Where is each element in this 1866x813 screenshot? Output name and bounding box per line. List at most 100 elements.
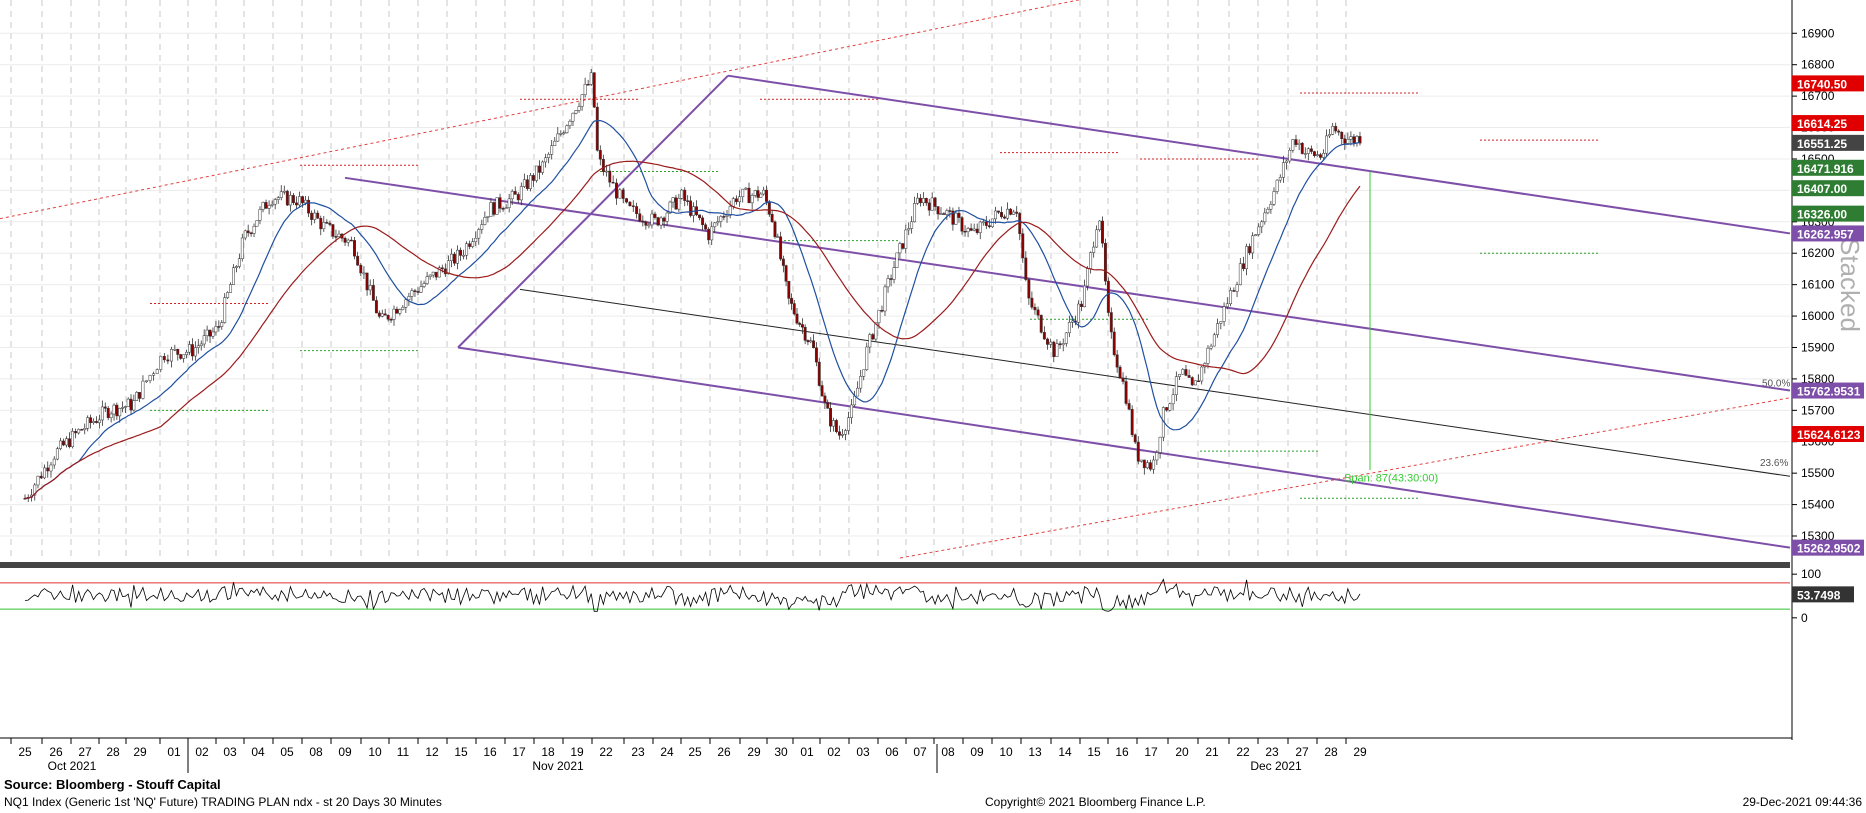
candle-body bbox=[193, 347, 197, 357]
x-tick-label: 27 bbox=[78, 745, 92, 759]
y-tick-label: 16000 bbox=[1801, 309, 1835, 323]
y-tick-label: 16900 bbox=[1801, 26, 1835, 40]
grid bbox=[0, 0, 1793, 740]
candle-body bbox=[556, 133, 560, 142]
x-tick-label: 03 bbox=[856, 745, 870, 759]
candle-body bbox=[913, 203, 917, 223]
moving-average-slow bbox=[24, 160, 1361, 500]
price-label-text: 16471.916 bbox=[1797, 162, 1854, 176]
x-tick-label: 10 bbox=[368, 745, 382, 759]
candle-body bbox=[975, 228, 979, 233]
candle-body bbox=[1030, 297, 1034, 308]
candle-body bbox=[1181, 369, 1185, 375]
candle-body bbox=[1095, 229, 1099, 248]
candle-body bbox=[1346, 139, 1350, 144]
x-tick-label: 08 bbox=[309, 745, 323, 759]
candle-body bbox=[211, 331, 215, 337]
candle-body bbox=[668, 201, 672, 214]
candle-body bbox=[217, 326, 221, 328]
candle-body bbox=[1216, 323, 1220, 336]
support-trendline bbox=[899, 397, 1791, 559]
candle-body bbox=[583, 84, 587, 95]
candle-body bbox=[77, 429, 81, 434]
candle-body bbox=[279, 191, 283, 198]
candle-body bbox=[237, 258, 241, 267]
candle-body bbox=[829, 408, 833, 427]
candle-body bbox=[325, 222, 329, 224]
candle-body bbox=[781, 258, 785, 266]
candle-body bbox=[1278, 177, 1282, 181]
candle-body bbox=[803, 326, 807, 341]
candle-body bbox=[33, 484, 37, 496]
candle-body bbox=[422, 283, 426, 287]
candle-body bbox=[853, 395, 857, 406]
candle-body bbox=[601, 158, 605, 172]
candle-body bbox=[501, 208, 505, 210]
candle-body bbox=[1266, 208, 1270, 214]
candle-body bbox=[132, 400, 136, 411]
candle-body bbox=[1193, 380, 1197, 386]
x-tick-label: 24 bbox=[660, 745, 674, 759]
x-tick-label: 27 bbox=[1295, 745, 1309, 759]
x-tick-label: 16 bbox=[483, 745, 497, 759]
candle-body bbox=[1352, 136, 1356, 144]
candle-body bbox=[252, 226, 256, 234]
osc-value-box bbox=[1792, 586, 1854, 603]
candle-body bbox=[407, 296, 411, 301]
candle-body bbox=[190, 344, 194, 357]
candle-body bbox=[647, 224, 651, 227]
candle-body bbox=[831, 420, 835, 427]
time-axis: 25 26 27 28 29 01 02 03 04 05 08 09 10 11 12 15 16 17 18 19… bbox=[0, 737, 1792, 773]
candle-body bbox=[92, 421, 95, 424]
candle-body bbox=[1291, 139, 1295, 151]
candle-body bbox=[1077, 303, 1080, 323]
candle-body bbox=[392, 308, 396, 320]
candle-body bbox=[74, 431, 78, 434]
candle-body bbox=[981, 221, 985, 224]
candle-body bbox=[544, 157, 548, 163]
osc-value-text: 53.7498 bbox=[1797, 588, 1841, 602]
oscillator-panel: 100 0 53.7498 bbox=[0, 567, 1854, 625]
candle-body bbox=[571, 112, 575, 122]
candle-body bbox=[196, 345, 200, 348]
candle-body bbox=[677, 198, 681, 210]
x-tick-label: 12 bbox=[425, 745, 439, 759]
candle-body bbox=[1316, 154, 1319, 156]
candle-body bbox=[535, 165, 538, 181]
candle-body bbox=[462, 254, 466, 257]
candle-body bbox=[480, 224, 484, 230]
candle-body bbox=[762, 189, 766, 195]
candle-body bbox=[1148, 462, 1152, 470]
candle-body bbox=[276, 197, 280, 200]
candle-body bbox=[80, 429, 84, 431]
candle-body bbox=[892, 267, 896, 280]
y-tick-label: 15400 bbox=[1801, 498, 1835, 512]
rally-trendline bbox=[457, 74, 729, 349]
candle-body bbox=[46, 467, 50, 472]
trendlines bbox=[0, 0, 1791, 559]
price-label-text: 16262.957 bbox=[1797, 227, 1854, 241]
candle-body bbox=[1052, 341, 1056, 357]
candle-body bbox=[106, 408, 110, 418]
candle-body bbox=[701, 217, 705, 226]
candle-body bbox=[428, 274, 432, 277]
candle-body bbox=[507, 198, 511, 208]
x-tick-label: 18 bbox=[541, 745, 555, 759]
candle-body bbox=[1155, 452, 1159, 461]
candle-body bbox=[1103, 242, 1107, 282]
candle-body bbox=[978, 221, 982, 233]
candle-body bbox=[653, 213, 657, 218]
panel-divider[interactable] bbox=[0, 562, 1790, 568]
candle-body bbox=[298, 196, 301, 206]
x-tick-label: 09 bbox=[970, 745, 984, 759]
candle-body bbox=[89, 417, 93, 424]
candle-body bbox=[659, 217, 663, 226]
candle-body bbox=[223, 297, 227, 323]
candle-body bbox=[604, 170, 608, 173]
candle-body bbox=[182, 354, 186, 359]
candle-body bbox=[963, 230, 967, 233]
candle-body bbox=[574, 110, 578, 114]
candle-body bbox=[1165, 407, 1169, 411]
price-axis: 1690016800167001660016500164001630016200… bbox=[1792, 26, 1835, 543]
candle-body bbox=[343, 237, 347, 243]
